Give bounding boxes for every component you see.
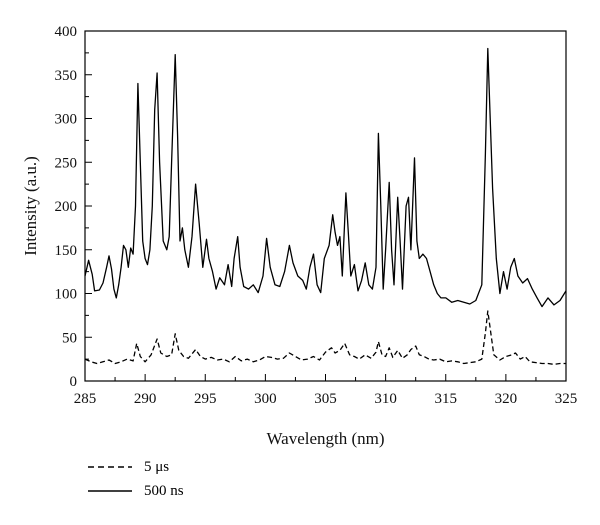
x-tick-label: 285 [74, 391, 97, 407]
x-tick-label: 290 [134, 391, 157, 407]
x-tick-label: 320 [495, 391, 518, 407]
x-tick-label: 305 [314, 391, 337, 407]
y-tick-label: 100 [55, 287, 78, 303]
series-line-500ns [84, 47, 567, 308]
x-tick-label: 300 [254, 391, 277, 407]
y-tick-label: 50 [62, 330, 77, 346]
dashed-line-swatch [88, 466, 132, 468]
legend-label-5us: 5 μs [144, 458, 170, 475]
legend-label-500ns: 500 ns [144, 482, 184, 499]
legend: 5 μs 500 ns [88, 455, 184, 503]
x-tick-label: 295 [194, 391, 217, 407]
x-tick-label: 325 [555, 391, 578, 407]
series-layer [84, 47, 567, 366]
x-axis-ticks: 285 290 295 300 305 310 315 320 325 [74, 374, 578, 407]
y-tick-label: 250 [55, 155, 78, 171]
series-line-5us [84, 310, 566, 366]
y-tick-label: 350 [55, 68, 78, 84]
y-tick-label: 300 [55, 112, 78, 128]
legend-item-dashed: 5 μs [88, 455, 184, 479]
legend-item-solid: 500 ns [88, 479, 184, 503]
x-tick-label: 315 [435, 391, 458, 407]
y-tick-label: 0 [70, 374, 78, 390]
y-tick-label: 200 [55, 199, 78, 215]
y-tick-label: 150 [55, 243, 78, 259]
y-tick-label: 400 [55, 24, 78, 40]
y-axis-ticks: 0 50 100 150 200 250 300 350 400 [55, 24, 92, 390]
y-axis-label: Intensity (a.u.) [21, 156, 40, 256]
x-tick-label: 310 [374, 391, 397, 407]
x-axis-label: Wavelength (nm) [266, 429, 384, 448]
solid-line-swatch [88, 490, 132, 492]
